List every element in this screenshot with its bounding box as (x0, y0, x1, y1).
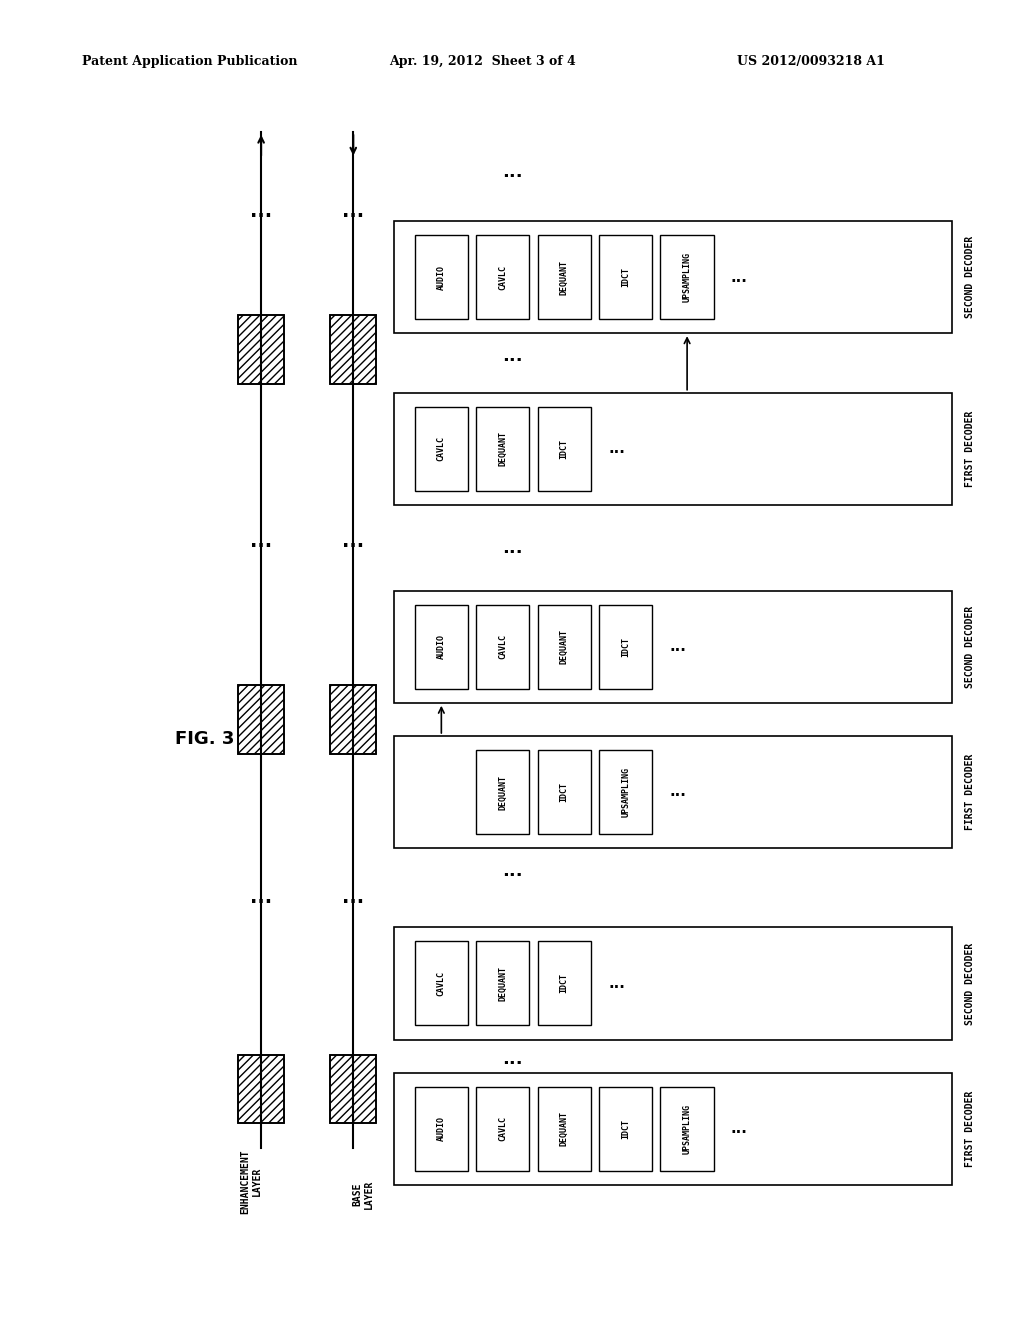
FancyBboxPatch shape (330, 685, 376, 754)
Text: ...: ... (670, 784, 686, 800)
Text: ...: ... (342, 202, 365, 220)
Text: DEQUANT: DEQUANT (560, 1111, 568, 1146)
Text: ENHANCEMENT
LAYER: ENHANCEMENT LAYER (240, 1150, 262, 1213)
FancyBboxPatch shape (238, 315, 285, 384)
FancyBboxPatch shape (394, 591, 952, 702)
Text: ...: ... (731, 1121, 748, 1137)
Text: CAVLC: CAVLC (499, 635, 507, 659)
Text: Patent Application Publication: Patent Application Publication (82, 55, 297, 69)
Text: IDCT: IDCT (622, 1118, 630, 1139)
FancyBboxPatch shape (476, 941, 529, 1026)
Text: IDCT: IDCT (560, 438, 568, 459)
FancyBboxPatch shape (538, 750, 591, 834)
FancyBboxPatch shape (538, 235, 591, 319)
FancyBboxPatch shape (538, 407, 591, 491)
Text: SECOND DECODER: SECOND DECODER (965, 942, 975, 1024)
FancyBboxPatch shape (660, 235, 714, 319)
FancyBboxPatch shape (394, 737, 952, 847)
Text: CAVLC: CAVLC (437, 972, 445, 995)
Text: UPSAMPLING: UPSAMPLING (683, 1104, 691, 1154)
Text: IDCT: IDCT (622, 636, 630, 657)
FancyBboxPatch shape (394, 220, 952, 333)
FancyBboxPatch shape (238, 685, 285, 754)
FancyBboxPatch shape (415, 1086, 468, 1171)
Text: FIRST DECODER: FIRST DECODER (965, 754, 975, 830)
Text: IDCT: IDCT (560, 781, 568, 803)
Text: AUDIO: AUDIO (437, 1117, 445, 1140)
Text: ...: ... (342, 888, 365, 907)
Text: ...: ... (502, 1049, 522, 1068)
FancyBboxPatch shape (415, 235, 468, 319)
Text: FIRST DECODER: FIRST DECODER (965, 411, 975, 487)
Text: FIRST DECODER: FIRST DECODER (965, 1090, 975, 1167)
Text: ...: ... (502, 162, 522, 181)
FancyBboxPatch shape (394, 1072, 952, 1185)
FancyBboxPatch shape (238, 1055, 285, 1123)
Text: FIG. 3: FIG. 3 (175, 730, 234, 748)
Text: UPSAMPLING: UPSAMPLING (683, 252, 691, 302)
Text: AUDIO: AUDIO (437, 265, 445, 289)
Text: ...: ... (731, 269, 748, 285)
FancyBboxPatch shape (476, 1086, 529, 1171)
FancyBboxPatch shape (599, 235, 652, 319)
Text: ...: ... (608, 975, 625, 991)
FancyBboxPatch shape (415, 750, 468, 834)
Text: DEQUANT: DEQUANT (499, 775, 507, 809)
FancyBboxPatch shape (599, 605, 652, 689)
Text: DEQUANT: DEQUANT (560, 260, 568, 294)
FancyBboxPatch shape (394, 927, 952, 1040)
FancyBboxPatch shape (476, 750, 529, 834)
FancyBboxPatch shape (330, 1055, 376, 1123)
FancyBboxPatch shape (599, 750, 652, 834)
FancyBboxPatch shape (538, 605, 591, 689)
Text: SECOND DECODER: SECOND DECODER (965, 606, 975, 688)
Text: ...: ... (342, 532, 365, 550)
FancyBboxPatch shape (476, 235, 529, 319)
Text: ...: ... (250, 202, 272, 220)
Text: IDCT: IDCT (560, 973, 568, 994)
FancyBboxPatch shape (599, 1086, 652, 1171)
Text: Apr. 19, 2012  Sheet 3 of 4: Apr. 19, 2012 Sheet 3 of 4 (389, 55, 575, 69)
Text: ...: ... (502, 347, 522, 366)
FancyBboxPatch shape (415, 941, 468, 1026)
FancyBboxPatch shape (538, 941, 591, 1026)
Text: DEQUANT: DEQUANT (499, 966, 507, 1001)
Text: SECOND DECODER: SECOND DECODER (965, 236, 975, 318)
Text: CAVLC: CAVLC (499, 265, 507, 289)
Text: ...: ... (502, 862, 522, 880)
Text: ...: ... (250, 532, 272, 550)
FancyBboxPatch shape (476, 407, 529, 491)
FancyBboxPatch shape (538, 1086, 591, 1171)
Text: CAVLC: CAVLC (499, 1117, 507, 1140)
Text: UPSAMPLING: UPSAMPLING (622, 767, 630, 817)
Text: ...: ... (670, 639, 686, 655)
FancyBboxPatch shape (330, 315, 376, 384)
Text: AUDIO: AUDIO (437, 635, 445, 659)
FancyBboxPatch shape (394, 393, 952, 504)
FancyBboxPatch shape (415, 407, 468, 491)
FancyBboxPatch shape (415, 605, 468, 689)
Text: ...: ... (608, 441, 625, 457)
Text: BASE
LAYER: BASE LAYER (352, 1180, 375, 1209)
Text: ...: ... (502, 539, 522, 557)
Text: CAVLC: CAVLC (437, 437, 445, 461)
FancyBboxPatch shape (660, 1086, 714, 1171)
Text: US 2012/0093218 A1: US 2012/0093218 A1 (737, 55, 885, 69)
Text: DEQUANT: DEQUANT (499, 432, 507, 466)
Text: DEQUANT: DEQUANT (560, 630, 568, 664)
Text: IDCT: IDCT (622, 267, 630, 288)
FancyBboxPatch shape (476, 605, 529, 689)
Text: ...: ... (250, 888, 272, 907)
